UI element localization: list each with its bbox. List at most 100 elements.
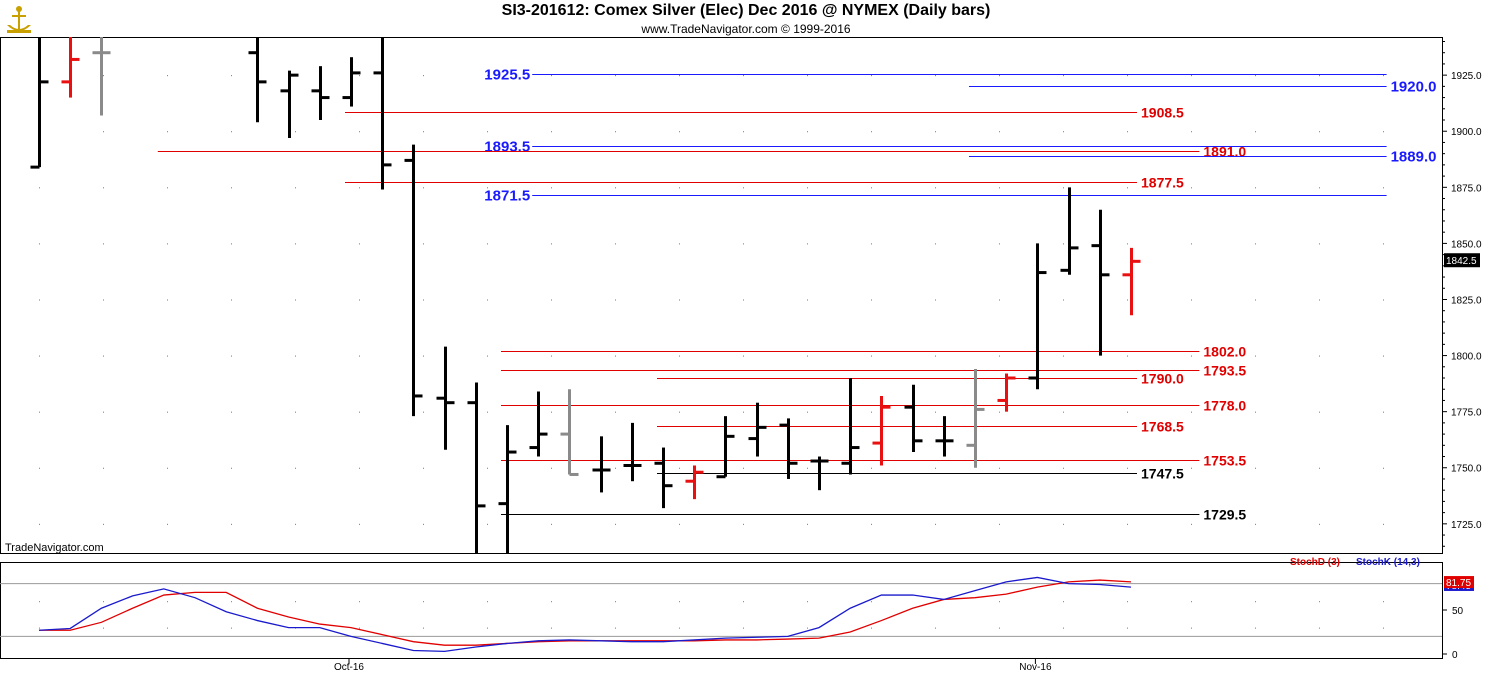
grid-dot	[1063, 75, 1064, 77]
stoch-d-last-box	[1444, 576, 1474, 589]
grid-dot	[551, 601, 552, 603]
stoch-y-tick-label: 50	[1452, 606, 1464, 617]
grid-dot	[39, 627, 40, 629]
ohlc-bar	[841, 378, 860, 475]
grid-dot	[103, 187, 104, 189]
grid-dot	[871, 467, 872, 469]
grid-dot	[1255, 75, 1256, 77]
grid-dot	[743, 75, 744, 77]
level-label-1793.5: 1793.5	[1203, 363, 1246, 379]
grid-dot	[1383, 467, 1384, 469]
grid-dot	[231, 75, 232, 77]
grid-dot	[1127, 627, 1128, 629]
stoch-legend-k: StochK (14,3)	[1356, 557, 1420, 568]
grid-dot	[1319, 299, 1320, 301]
grid-dot	[551, 299, 552, 301]
grid-dot	[1063, 187, 1064, 189]
grid-dot	[935, 131, 936, 133]
grid-dot	[1127, 523, 1128, 525]
grid-dot	[615, 523, 616, 525]
grid-dot	[1255, 187, 1256, 189]
grid-dot	[423, 75, 424, 77]
grid-dot	[935, 187, 936, 189]
grid-dot	[1127, 411, 1128, 413]
grid-dot	[935, 467, 936, 469]
grid-dot	[231, 627, 232, 629]
grid-dot	[39, 355, 40, 357]
y-tick-label: 1775.0	[1451, 408, 1482, 419]
grid-dot	[551, 131, 552, 133]
level-label-1893.5: 1893.5	[484, 139, 530, 156]
y-tick-label: 1875.0	[1451, 183, 1482, 194]
grid-dot	[487, 131, 488, 133]
grid-dot	[359, 523, 360, 525]
y-tick-label: 1900.0	[1451, 127, 1482, 138]
grid-dot	[1255, 627, 1256, 629]
grid-dot	[1063, 299, 1064, 301]
grid-dot	[231, 601, 232, 603]
price-grid	[0, 37, 1443, 629]
ohlc-bar	[467, 382, 486, 553]
grid-dot	[487, 601, 488, 603]
x-tick-label: Oct-16	[334, 662, 364, 673]
grid-dot	[999, 523, 1000, 525]
grid-dot	[999, 411, 1000, 413]
grid-dot	[1255, 131, 1256, 133]
grid-dot	[1127, 75, 1128, 77]
grid-dot	[935, 75, 936, 77]
grid-dot	[1127, 467, 1128, 469]
grid-dot	[103, 75, 104, 77]
level-label-1920.0: 1920.0	[1391, 79, 1437, 96]
grid-dot	[743, 627, 744, 629]
grid-dot	[1191, 523, 1192, 525]
grid-dot	[679, 467, 680, 469]
grid-dot	[231, 243, 232, 245]
grid-dot	[487, 75, 488, 77]
grid-dot	[423, 187, 424, 189]
grid-dot	[487, 187, 488, 189]
grid-dot	[935, 411, 936, 413]
y-tick-label: 1825.0	[1451, 295, 1482, 306]
level-label-1877.5: 1877.5	[1141, 175, 1184, 191]
grid-dot	[807, 411, 808, 413]
grid-dot	[231, 467, 232, 469]
grid-dot	[743, 187, 744, 189]
grid-dot	[679, 523, 680, 525]
grid-dot	[39, 411, 40, 413]
y-tick-label: 1750.0	[1451, 464, 1482, 475]
grid-dot	[423, 627, 424, 629]
grid-dot	[551, 411, 552, 413]
grid-dot	[871, 299, 872, 301]
grid-dot	[551, 187, 552, 189]
grid-dot	[487, 627, 488, 629]
grid-dot	[359, 243, 360, 245]
grid-dot	[1191, 75, 1192, 77]
grid-dot	[1191, 411, 1192, 413]
grid-dot	[551, 467, 552, 469]
ohlc-bar	[997, 373, 1016, 412]
ohlc-bar	[61, 37, 80, 98]
grid-dot	[103, 243, 104, 245]
grid-dot	[1191, 601, 1192, 603]
grid-dot	[103, 355, 104, 357]
grid-dot	[679, 131, 680, 133]
grid-dot	[743, 299, 744, 301]
price-axis: 1725.0 1750.0 1775.0 1800.0 1825.0 1850.0 1875…	[1442, 40, 1482, 547]
grid-dot	[1383, 627, 1384, 629]
level-label-1802.0: 1802.0	[1203, 344, 1246, 360]
grid-dot	[935, 299, 936, 301]
grid-dot	[1383, 523, 1384, 525]
grid-dot	[679, 243, 680, 245]
grid-dot	[807, 467, 808, 469]
grid-dot	[295, 299, 296, 301]
grid-dot	[615, 411, 616, 413]
grid-dot	[295, 187, 296, 189]
grid-dot	[423, 355, 424, 357]
grid-dot	[103, 601, 104, 603]
grid-dot	[295, 243, 296, 245]
grid-dot	[295, 601, 296, 603]
grid-dot	[1383, 243, 1384, 245]
x-axis: Oct-16 Nov-16	[334, 658, 1052, 673]
level-label-1729.5: 1729.5	[1203, 507, 1246, 523]
